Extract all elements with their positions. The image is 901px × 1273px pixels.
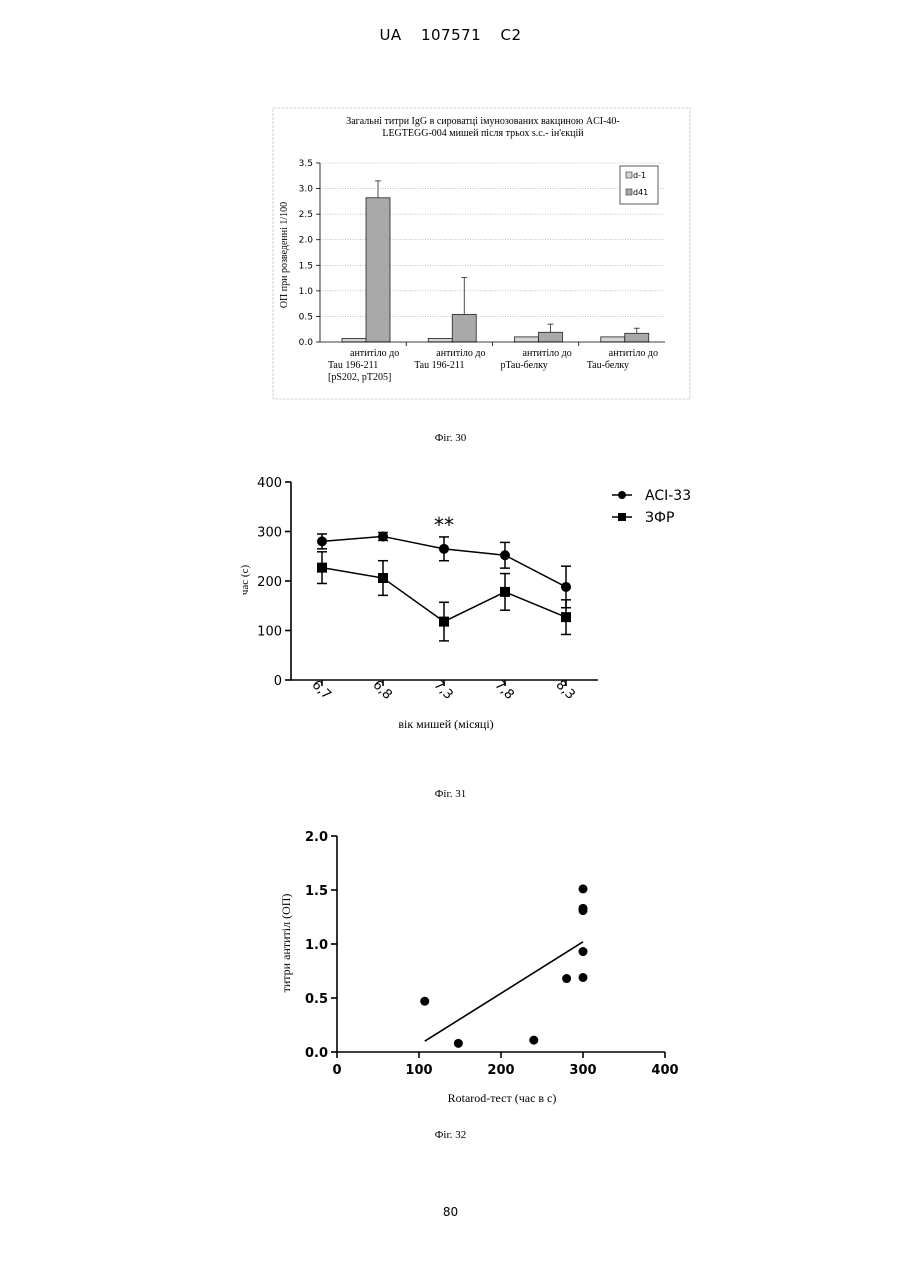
- x-tick-label: 100: [405, 1063, 432, 1078]
- x-tick-label: 300: [569, 1063, 596, 1078]
- y-tick-label: 0.5: [299, 312, 313, 322]
- figure-30-bar-chart: Загальні титри IgG в сироватці імунозова…: [0, 100, 901, 405]
- x-axis-label: Rotarod-тест (час в с): [448, 1091, 557, 1105]
- chart-legend: ACI-33 ЗФР: [612, 488, 691, 526]
- patent-kind: C2: [501, 26, 522, 44]
- x-category-label: pTau-белку: [501, 360, 548, 371]
- y-tick-label: 2.0: [305, 830, 328, 845]
- chart-legend: d-1 d41: [620, 166, 658, 204]
- patent-country: UA: [379, 26, 401, 44]
- significance-annotation: **: [434, 513, 454, 537]
- y-tick-label: 1.0: [299, 287, 314, 297]
- y-tick-label: 200: [257, 575, 282, 590]
- y-tick-label: 100: [257, 625, 282, 640]
- x-tick-label: 6,7: [309, 678, 334, 703]
- y-axis-label: час (с): [239, 565, 251, 596]
- data-point-1: [317, 536, 327, 546]
- y-tick-label: 3.5: [299, 159, 313, 169]
- bar-d-1-2: [428, 338, 452, 342]
- y-tick-label: 0.0: [305, 1046, 328, 1061]
- y-tick-label: 3.0: [299, 185, 314, 195]
- x-tick-label: 7,3: [431, 678, 456, 703]
- y-tick-label: 0: [274, 674, 282, 689]
- x-tick-label: 0: [332, 1063, 341, 1078]
- figure-31-line-chart: час (с) вік мишей (місяці) 0 100 200 300 400…: [0, 470, 901, 740]
- scatter-point: [562, 974, 571, 983]
- y-tick-label: 1.5: [305, 884, 328, 899]
- bar-d-1-4: [601, 337, 625, 342]
- x-category-label: Tau-белку: [587, 360, 629, 371]
- data-point-2: [317, 563, 327, 573]
- y-tick-label: 2.0: [299, 236, 314, 246]
- y-axis-label: титри антитіл (ОП): [279, 894, 293, 993]
- legend-label-d41: d41: [633, 188, 648, 197]
- scatter-point: [529, 1036, 538, 1045]
- y-tick-label: 400: [257, 476, 282, 491]
- y-tick-label: 300: [257, 526, 282, 541]
- page-number: 80: [0, 1205, 901, 1219]
- x-category-label: антитіло до: [523, 348, 572, 359]
- figure-30-caption: Фіг. 30: [0, 432, 901, 444]
- legend-label-zfr: ЗФР: [645, 510, 674, 526]
- legend-swatch-d-1: [626, 172, 632, 178]
- legend-label-aci-33: ACI-33: [645, 488, 691, 504]
- x-category-label: Tau 196-211: [414, 360, 464, 371]
- x-tick-label: 8,3: [553, 678, 578, 703]
- scatter-point: [579, 973, 588, 982]
- patent-number: 107571: [421, 26, 481, 44]
- legend-label-d-1: d-1: [633, 171, 646, 180]
- y-tick-label: 0.5: [305, 992, 328, 1007]
- x-category-label: Tau 196-211: [328, 360, 378, 371]
- legend-swatch-d41: [626, 189, 632, 195]
- scatter-point: [579, 884, 588, 893]
- y-tick-label: 2.5: [299, 210, 313, 220]
- legend-marker-zfr: [618, 513, 626, 521]
- y-axis-label: ОП при розведенні 1/100: [279, 202, 290, 308]
- data-point-2: [439, 617, 449, 627]
- y-tick-label: 1.0: [305, 938, 328, 953]
- scatter-point: [579, 947, 588, 956]
- x-category-label: антитіло до: [436, 348, 485, 359]
- data-point-1: [500, 550, 510, 560]
- bar-d41-1: [366, 198, 390, 342]
- bar-d41-3: [539, 332, 563, 342]
- bar-d-1-1: [342, 338, 366, 342]
- data-point-2: [561, 612, 571, 622]
- x-category-label: [pS202, pT205]: [328, 372, 391, 383]
- patent-header: UA 107571 C2: [0, 26, 901, 44]
- scatter-point: [454, 1039, 463, 1048]
- y-tick-label: 1.5: [299, 261, 313, 271]
- x-category-label: антитіло до: [350, 348, 399, 359]
- regression-line: [425, 942, 583, 1041]
- bar-d41-4: [625, 333, 649, 342]
- x-tick-label: 7,8: [492, 678, 517, 703]
- x-axis-label: вік мишей (місяці): [398, 717, 493, 731]
- data-point-2: [500, 587, 510, 597]
- y-tick-label: 0.0: [299, 338, 314, 348]
- bar-d-1-3: [515, 337, 539, 342]
- x-tick-label: 400: [651, 1063, 678, 1078]
- bar-d41-2: [452, 314, 476, 342]
- data-point-2: [378, 573, 388, 583]
- scatter-point: [579, 906, 588, 915]
- figure-32-caption: Фіг. 32: [0, 1129, 901, 1141]
- x-category-label: антитіло до: [609, 348, 658, 359]
- x-tick-label: 6,8: [370, 678, 395, 703]
- chart-title-line-1: Загальні титри IgG в сироватці імунозова…: [346, 116, 620, 127]
- data-point-1: [378, 531, 388, 541]
- figure-32-scatter-chart: титри антитіл (ОП) Rotarod-тест (час в с…: [0, 825, 901, 1110]
- legend-marker-aci-33: [618, 491, 626, 499]
- data-point-1: [439, 544, 449, 554]
- chart-title-line-2: LEGTEGG-004 мишей після трьох s.c.- ін'є…: [382, 128, 584, 139]
- figure-31-caption: Фіг. 31: [0, 788, 901, 800]
- data-point-1: [561, 582, 571, 592]
- scatter-point: [420, 997, 429, 1006]
- x-tick-label: 200: [487, 1063, 514, 1078]
